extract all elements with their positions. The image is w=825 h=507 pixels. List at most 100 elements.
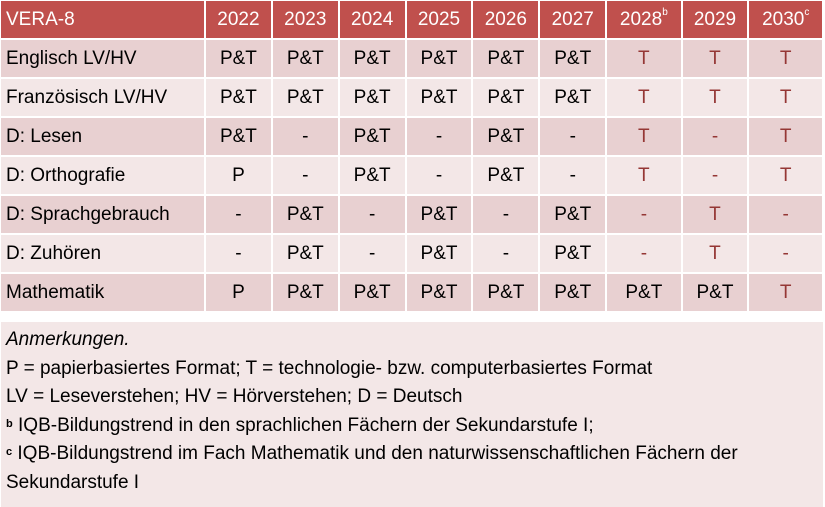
table-cell: P&T (272, 40, 338, 77)
year-header: 2028b (607, 1, 681, 38)
note-line: LV = Leseverstehen; HV = Hörverstehen; D… (6, 386, 463, 407)
table-cell: P&T (406, 235, 472, 272)
year-header: 2030c (749, 1, 822, 38)
table-cell: - (749, 235, 822, 272)
table-cell: - (682, 157, 748, 194)
footnote-c: c IQB-Bildungstrend im Fach Mathematik u… (6, 440, 818, 497)
table-cell: P&T (272, 274, 338, 311)
year-header: 2026 (473, 1, 539, 38)
row-label: Französisch LV/HV (1, 79, 204, 116)
header-row: VERA-8 2022 2023 2024 2025 2026 2027 2028b 2029… (1, 1, 822, 38)
year-header: 2023 (272, 1, 338, 38)
table-cell: - (540, 118, 606, 155)
footnote-text: IQB-Bildungstrend in den sprachlichen Fä… (12, 414, 594, 436)
footnote-mark: c (6, 446, 13, 458)
vera8-schedule-table: VERA-8 2022 2023 2024 2025 2026 2027 2028b 2029… (1, 1, 822, 311)
table-cell: P&T (272, 79, 338, 116)
table-cell: P&T (339, 274, 405, 311)
table-cell: P&T (206, 40, 271, 77)
table-cell: P&T (406, 79, 472, 116)
table-cell: P&T (473, 157, 539, 194)
table-cell: - (540, 157, 606, 194)
table-cell: - (206, 196, 271, 233)
year-label: 2027 (551, 8, 594, 30)
table-cell: - (473, 196, 539, 233)
table-row: D: Lesen P&T - P&T - P&T - T - T (1, 118, 822, 155)
table-cell: T (607, 157, 681, 194)
notes-heading: Anmerkungen. (6, 329, 130, 350)
footnote-mark: b (662, 6, 668, 18)
table-cell: - (473, 235, 539, 272)
table-cell: T (607, 79, 681, 116)
year-header: 2024 (339, 1, 405, 38)
table-cell: P&T (473, 274, 539, 311)
year-label: 2025 (417, 8, 461, 30)
table-cell: T (682, 40, 748, 77)
table-cell: - (272, 157, 338, 194)
footnote-mark: c (804, 6, 810, 18)
table-cell: - (206, 235, 271, 272)
table-cell: P&T (339, 157, 405, 194)
table-cell: P&T (473, 79, 539, 116)
table-cell: T (749, 118, 822, 155)
table-cell: P&T (339, 79, 405, 116)
table-row: Französisch LV/HV P&T P&T P&T P&T P&T P&T T T T (1, 79, 822, 116)
year-label: 2029 (693, 8, 737, 30)
table-cell: P&T (473, 40, 539, 77)
table-cell: T (749, 157, 822, 194)
table-cell: P&T (540, 196, 606, 233)
table-cell: P (206, 157, 271, 194)
table-cell: - (339, 235, 405, 272)
table-cell: P&T (473, 118, 539, 155)
table-cell: P&T (540, 79, 606, 116)
table-cell: P&T (607, 274, 681, 311)
table-cell: - (682, 118, 748, 155)
year-header: 2029 (682, 1, 748, 38)
table-cell: - (607, 196, 681, 233)
row-label: Englisch LV/HV (1, 40, 204, 77)
table-cell: T (682, 235, 748, 272)
table-cell: T (607, 118, 681, 155)
year-label: 2024 (351, 8, 394, 30)
table-cell: P&T (272, 235, 338, 272)
table-row: D: Sprachgebrauch - P&T - P&T - P&T - T - (1, 196, 822, 233)
table-cell: P (206, 274, 271, 311)
table-cell: P&T (406, 274, 472, 311)
year-header: 2025 (406, 1, 472, 38)
table-cell: - (406, 157, 472, 194)
table-cell: P&T (540, 274, 606, 311)
row-label: D: Sprachgebrauch (1, 196, 204, 233)
table-cell: P&T (406, 196, 472, 233)
year-label: 2028 (619, 8, 663, 30)
table-cell: P&T (406, 40, 472, 77)
table-cell: T (607, 40, 681, 77)
table-cell: P&T (339, 118, 405, 155)
table-cell: - (406, 118, 472, 155)
footnote-b: b IQB-Bildungstrend in den sprachlichen … (6, 412, 818, 441)
row-label: D: Zuhören (1, 235, 204, 272)
notes: Anmerkungen. P = papierbasiertes Format;… (1, 322, 823, 507)
year-label: 2026 (484, 8, 527, 30)
table-cell: - (749, 196, 822, 233)
table-cell: P&T (682, 274, 748, 311)
table-cell: T (749, 40, 822, 77)
footnote-text: IQB-Bildungstrend im Fach Mathematik und… (6, 443, 738, 493)
table-row: Englisch LV/HV P&T P&T P&T P&T P&T P&T T T T (1, 40, 822, 77)
table-cell: T (682, 79, 748, 116)
table-cell: P&T (540, 40, 606, 77)
footnote-mark: b (6, 417, 13, 430)
table-cell: P&T (339, 40, 405, 77)
table-row: D: Orthografie P - P&T - P&T - T - T (1, 157, 822, 194)
year-label: 2022 (217, 8, 260, 30)
table-cell: P&T (206, 79, 271, 116)
table-cell: - (607, 235, 681, 272)
row-label: D: Lesen (1, 118, 204, 155)
table-row: D: Zuhören - P&T - P&T - P&T - T - (1, 235, 822, 272)
note-line: P = papierbasiertes Format; T = technolo… (6, 357, 653, 379)
year-label: 2030 (762, 8, 805, 30)
table-cell: P&T (272, 196, 338, 233)
year-header: 2022 (206, 1, 271, 38)
table-cell: T (749, 274, 822, 311)
table-cell: - (272, 118, 338, 155)
table-cell: - (339, 196, 405, 233)
